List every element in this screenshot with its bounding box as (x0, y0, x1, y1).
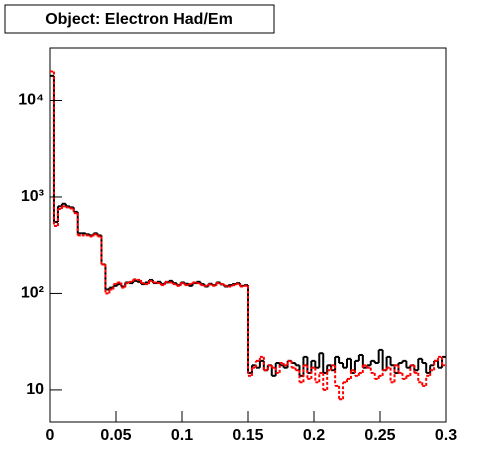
x-tick-label: 0 (46, 427, 55, 444)
x-tick-label: 0.3 (435, 427, 457, 444)
x-tick-label: 0.25 (364, 427, 395, 444)
x-tick-label: 0.2 (303, 427, 325, 444)
x-tick-label: 0.15 (232, 427, 263, 444)
y-tick-label: 10² (21, 285, 44, 302)
x-tick-label: 0.1 (171, 427, 193, 444)
chart-title: Object: Electron Had/Em (45, 11, 233, 28)
y-tick-label: 10⁴ (18, 92, 44, 109)
title-box (4, 4, 275, 34)
y-tick-label: 10³ (21, 188, 44, 205)
y-tick-label: 10 (26, 381, 44, 398)
histogram-marks (50, 70, 446, 401)
x-tick-label: 0.05 (100, 427, 131, 444)
